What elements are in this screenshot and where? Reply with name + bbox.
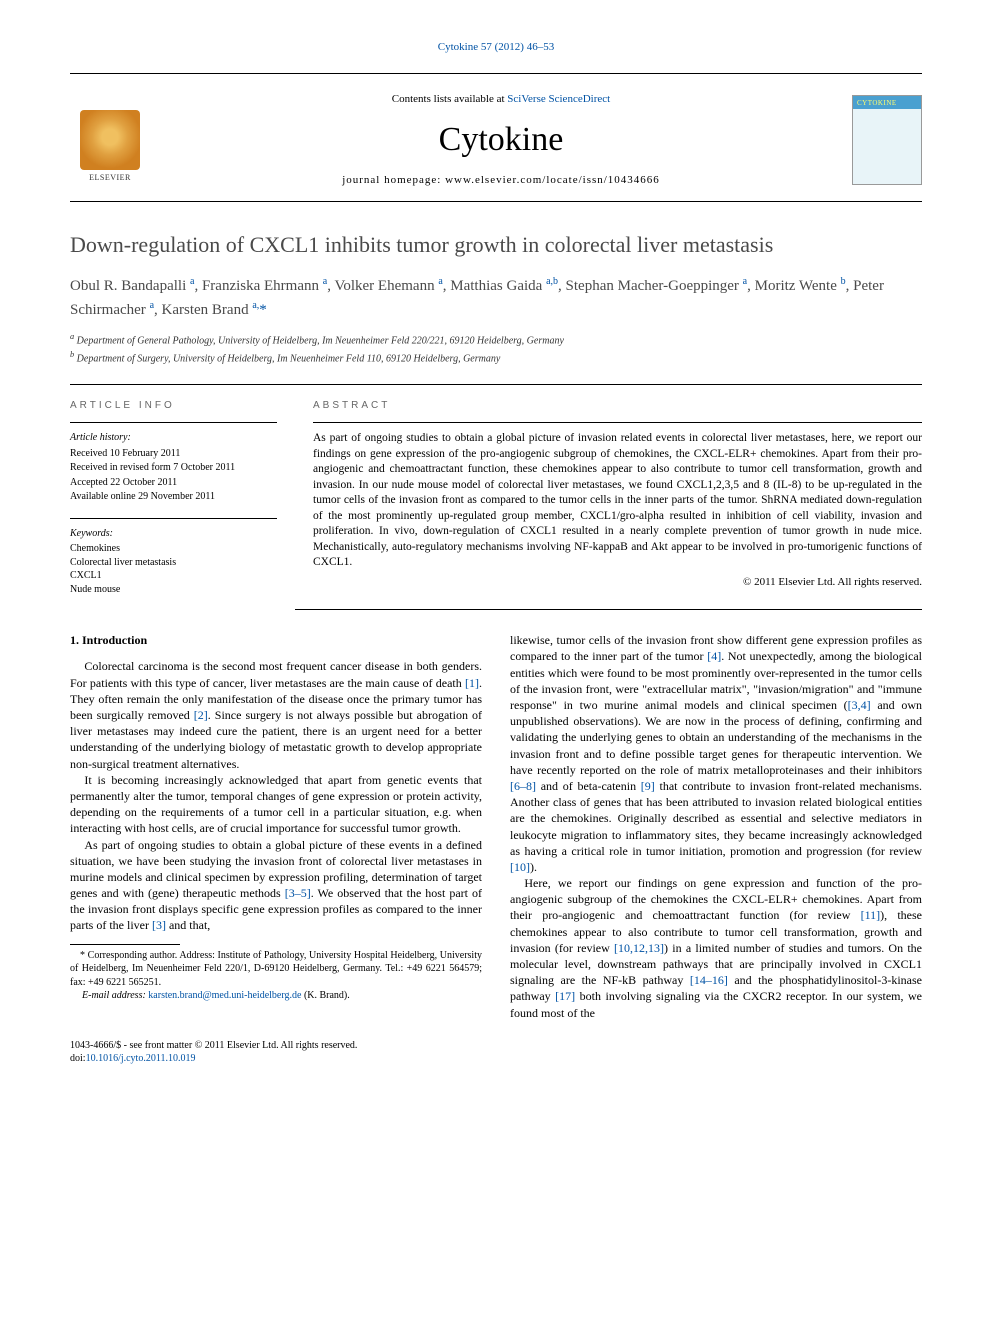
journal-cover-thumbnail <box>852 95 922 185</box>
citation-ref-link[interactable]: [2] <box>194 708 208 722</box>
keyword: Colorectal liver metastasis <box>70 556 277 570</box>
citation-ref-link[interactable]: [3–5] <box>285 886 311 900</box>
doi-link[interactable]: 10.1016/j.cyto.2011.10.019 <box>86 1053 196 1064</box>
affiliation-a: a Department of General Pathology, Unive… <box>70 331 922 348</box>
abstract-text: As part of ongoing studies to obtain a g… <box>313 431 922 571</box>
article-info-heading: ARTICLE INFO <box>70 399 277 413</box>
corresponding-author-footnote: * Corresponding author. Address: Institu… <box>70 949 482 1003</box>
page-footer: 1043-4666/$ - see front matter © 2011 El… <box>70 1039 922 1066</box>
history-accepted: Accepted 22 October 2011 <box>70 476 277 490</box>
keyword: CXCL1 <box>70 569 277 583</box>
keyword: Nude mouse <box>70 583 277 597</box>
author-list: Obul R. Bandapalli a, Franziska Ehrmann … <box>70 274 922 321</box>
citation-ref-link[interactable]: [3,4] <box>848 698 871 712</box>
body-paragraph: As part of ongoing studies to obtain a g… <box>70 837 482 934</box>
body-paragraph: likewise, tumor cells of the invasion fr… <box>510 632 922 875</box>
body-paragraph: Colorectal carcinoma is the second most … <box>70 658 482 771</box>
footnote-rule <box>70 944 180 945</box>
doi-line: doi:10.1016/j.cyto.2011.10.019 <box>70 1052 357 1066</box>
affiliations: a Department of General Pathology, Unive… <box>70 331 922 366</box>
article-body: 1. Introduction Colorectal carcinoma is … <box>70 632 922 1021</box>
article-info-abstract-row: ARTICLE INFO Article history: Received 1… <box>70 384 922 611</box>
article-info-block: ARTICLE INFO Article history: Received 1… <box>70 385 295 611</box>
citation-ref-link[interactable]: [4] <box>707 649 721 663</box>
affiliation-b: b Department of Surgery, University of H… <box>70 349 922 366</box>
abstract-copyright: © 2011 Elsevier Ltd. All rights reserved… <box>313 575 922 590</box>
citation-ref-link[interactable]: [10] <box>510 860 530 874</box>
citation-line: Cytokine 57 (2012) 46–53 <box>70 40 922 55</box>
citation-ref-link[interactable]: [9] <box>641 779 655 793</box>
keyword: Chemokines <box>70 542 277 556</box>
citation-ref-link[interactable]: [17] <box>555 989 575 1003</box>
history-revised: Received in revised form 7 October 2011 <box>70 461 277 475</box>
citation-link[interactable]: Cytokine 57 (2012) 46–53 <box>438 41 554 53</box>
section-1-heading: 1. Introduction <box>70 632 482 648</box>
body-paragraph: Here, we report our findings on gene exp… <box>510 875 922 1021</box>
keywords-label: Keywords: <box>70 527 277 541</box>
abstract-heading: ABSTRACT <box>313 399 922 413</box>
history-received: Received 10 February 2011 <box>70 447 277 461</box>
citation-ref-link[interactable]: [3] <box>152 918 166 932</box>
history-online: Available online 29 November 2011 <box>70 490 277 504</box>
sciencedirect-link[interactable]: SciVerse ScienceDirect <box>507 93 610 105</box>
journal-header: Contents lists available at SciVerse Sci… <box>70 73 922 203</box>
corresponding-email-link[interactable]: karsten.brand@med.uni-heidelberg.de <box>148 990 301 1001</box>
abstract-block: ABSTRACT As part of ongoing studies to o… <box>295 385 922 611</box>
body-paragraph: It is becoming increasingly acknowledged… <box>70 772 482 837</box>
front-matter-line: 1043-4666/$ - see front matter © 2011 El… <box>70 1039 357 1053</box>
article-title: Down-regulation of CXCL1 inhibits tumor … <box>70 230 922 260</box>
journal-name: Cytokine <box>150 117 852 163</box>
email-label: E-mail address: <box>82 990 146 1001</box>
homepage-url[interactable]: www.elsevier.com/locate/issn/10434666 <box>445 174 660 186</box>
journal-homepage-line: journal homepage: www.elsevier.com/locat… <box>150 173 852 188</box>
publisher-logo <box>70 100 150 180</box>
citation-ref-link[interactable]: [10,12,13] <box>614 941 664 955</box>
citation-ref-link[interactable]: [6–8] <box>510 779 536 793</box>
citation-ref-link[interactable]: [14–16] <box>690 973 728 987</box>
contents-available-line: Contents lists available at SciVerse Sci… <box>150 92 852 107</box>
elsevier-tree-icon <box>80 110 140 170</box>
history-label: Article history: <box>70 431 277 445</box>
citation-ref-link[interactable]: [1] <box>465 676 479 690</box>
citation-ref-link[interactable]: [11] <box>861 908 881 922</box>
